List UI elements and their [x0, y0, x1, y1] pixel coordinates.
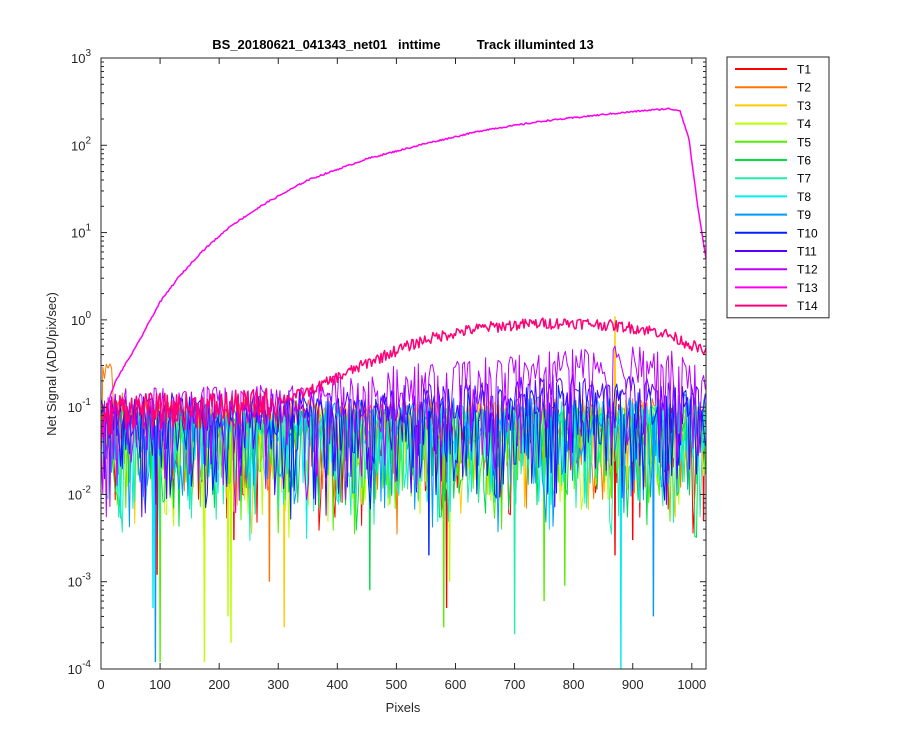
legend-entry-t2: T2: [735, 81, 811, 95]
legend-label: T7: [797, 172, 811, 186]
legend-label: T1: [797, 63, 811, 77]
legend-label: T4: [797, 117, 811, 131]
legend-label: T9: [797, 208, 811, 222]
dip-t9-1: [652, 416, 655, 617]
x-tick-label: 800: [563, 677, 585, 692]
legend-entry-t1: T1: [735, 63, 811, 77]
legend-entry-t6: T6: [735, 154, 811, 168]
dip-t2-0: [268, 420, 271, 582]
legend-entry-t10: T10: [735, 226, 818, 240]
y-tick-label: 10-1: [68, 397, 92, 415]
x-tick-label: 500: [386, 677, 408, 692]
dip-t10-0: [427, 410, 431, 556]
series-line-t14: [101, 317, 706, 450]
series-line-t13: [101, 107, 706, 442]
legend-entry-t9: T9: [735, 208, 811, 222]
legend-label: T11: [797, 245, 817, 259]
legend-entry-t14: T14: [735, 299, 818, 313]
dip-t8-0: [151, 432, 155, 609]
x-axis-ticks: 0 100 200 300 400 500 600 700 800 900 1000: [97, 58, 706, 692]
legend-label: T5: [797, 135, 811, 149]
x-axis-label: Pixels: [386, 700, 421, 715]
x-tick-label: 100: [149, 677, 171, 692]
y-tick-label: 10-2: [68, 484, 92, 502]
axes-box: [100, 57, 707, 670]
dip-t4-0: [203, 432, 206, 663]
legend-entry-t8: T8: [735, 190, 811, 204]
y-tick-label: 102: [71, 135, 91, 153]
x-tick-label: 400: [326, 677, 348, 692]
series-line-t12: [101, 345, 706, 518]
x-tick-label: 900: [622, 677, 644, 692]
y-tick-label: 100: [71, 310, 91, 328]
x-tick-label: 300: [267, 677, 289, 692]
dip-t7-0: [513, 428, 516, 635]
legend-label: T10: [797, 226, 818, 240]
legend-label: T8: [797, 190, 811, 204]
legend-entry-t5: T5: [735, 135, 811, 149]
y-tick-label: 103: [71, 48, 91, 66]
y-tick-label: 101: [71, 223, 91, 241]
legend: T1 T2 T3 T4 T5 T6 T7 T8 T9 T10 T11 T12 T13 T14: [726, 56, 830, 319]
y-axis-label: Net Signal (ADU/pix/sec): [44, 292, 59, 436]
legend-label: T2: [797, 81, 811, 95]
dip-t4-1: [226, 431, 230, 617]
dip-t5-1: [442, 429, 445, 628]
legend-entry-t7: T7: [735, 172, 811, 186]
dip-t4-2: [229, 431, 233, 643]
legend-entry-t3: T3: [735, 99, 811, 113]
dip-t5-2: [542, 428, 546, 602]
legend-label: T3: [797, 99, 811, 113]
legend-entry-t11: T11: [735, 245, 817, 259]
legend-label: T6: [797, 154, 811, 168]
legend-label: T14: [797, 299, 818, 313]
legend-entry-t12: T12: [735, 263, 818, 277]
series-t13: [101, 107, 706, 442]
y-axis-ticks: 10-4 10-3 10-2 10-1 100 101 102 103: [68, 48, 706, 677]
spike-t3-0: [613, 316, 617, 448]
y-tick-label: 10-4: [68, 659, 92, 677]
series-t14: [101, 317, 706, 450]
plot-area: [101, 58, 706, 669]
x-tick-label: 700: [504, 677, 526, 692]
legend-label: T12: [797, 263, 818, 277]
dip-t8-1: [619, 422, 623, 669]
legend-entry-t13: T13: [735, 281, 818, 295]
chart-title: BS_20180621_041343_net01 inttime Track i…: [212, 37, 594, 52]
legend-entry-t4: T4: [735, 117, 811, 131]
x-tick-label: 600: [445, 677, 467, 692]
legend-box: [726, 56, 830, 319]
series-t12: [101, 345, 706, 518]
legend-label: T13: [797, 281, 818, 295]
x-tick-label: 0: [97, 677, 104, 692]
x-tick-label: 1000: [677, 677, 706, 692]
y-tick-label: 10-3: [68, 572, 92, 590]
x-tick-label: 200: [208, 677, 230, 692]
dip-t1-3: [613, 426, 617, 556]
